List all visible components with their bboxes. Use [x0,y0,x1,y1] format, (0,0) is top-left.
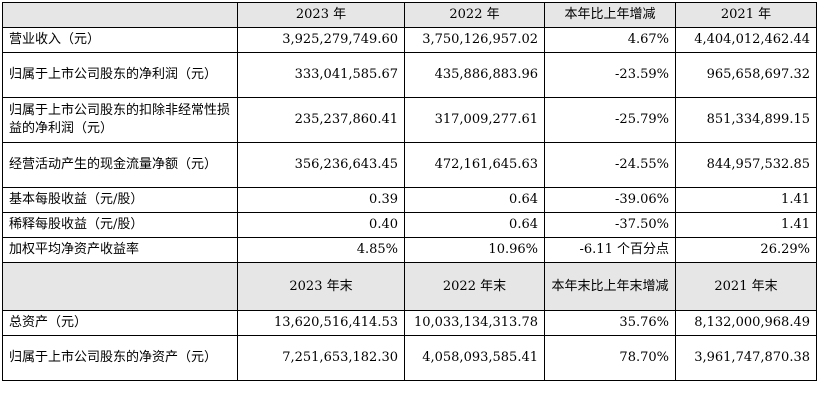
header-cell-change: 本年比上年增减 [544,2,676,28]
cell-2022: 0.64 [404,212,545,238]
cell-2022: 10.96% [404,237,545,263]
header-cell-2023-end: 2023 年末 [237,262,405,311]
cell-2023: 0.40 [237,212,405,238]
cell-2022: 10,033,134,313.78 [404,310,545,336]
cell-change: -24.55% [544,142,676,188]
table-row: 归属于上市公司股东的净资产（元） 7,251,653,182.30 4,058,… [2,335,817,381]
table-row: 加权平均净资产收益率 4.85% 10.96% -6.11 个百分点 26.29… [2,237,817,263]
header-cell-change-end: 本年末比上年末增减 [544,262,676,311]
cell-2021: 1.41 [675,212,817,238]
cell-change: -37.50% [544,212,676,238]
cell-change: -25.79% [544,97,676,143]
cell-change: 35.76% [544,310,676,336]
cell-2023: 0.39 [237,187,405,213]
table-row: 营业收入（元） 3,925,279,749.60 3,750,126,957.0… [2,27,817,53]
cell-change: -39.06% [544,187,676,213]
cell-2023: 356,236,643.45 [237,142,405,188]
cell-2022: 435,886,883.96 [404,52,545,98]
cell-change: 4.67% [544,27,676,53]
cell-2022: 317,009,277.61 [404,97,545,143]
header-cell-blank [2,2,238,28]
row-label: 经营活动产生的现金流量净额（元） [2,142,238,188]
cell-2023: 3,925,279,749.60 [237,27,405,53]
row-label: 归属于上市公司股东的净资产（元） [2,335,238,381]
header-cell-2022: 2022 年 [404,2,545,28]
header-cell-2023: 2023 年 [237,2,405,28]
cell-2021: 844,957,532.85 [675,142,817,188]
header-cell-2022-end: 2022 年末 [404,262,545,311]
cell-change: -6.11 个百分点 [544,237,676,263]
cell-2021: 851,334,899.15 [675,97,817,143]
table-row: 稀释每股收益（元/股） 0.40 0.64 -37.50% 1.41 [2,212,817,238]
header-cell-blank [2,262,238,311]
table-header-row: 2023 年末 2022 年末 本年末比上年末增减 2021 年末 [2,262,817,311]
row-label: 稀释每股收益（元/股） [2,212,238,238]
table-row: 基本每股收益（元/股） 0.39 0.64 -39.06% 1.41 [2,187,817,213]
row-label: 加权平均净资产收益率 [2,237,238,263]
cell-2023: 4.85% [237,237,405,263]
row-label: 归属于上市公司股东的净利润（元） [2,52,238,98]
row-label: 基本每股收益（元/股） [2,187,238,213]
table-header-row: 2023 年 2022 年 本年比上年增减 2021 年 [2,2,817,28]
cell-change: 78.70% [544,335,676,381]
cell-2021: 26.29% [675,237,817,263]
cell-change: -23.59% [544,52,676,98]
cell-2023: 333,041,585.67 [237,52,405,98]
row-label: 归属于上市公司股东的扣除非经常性损益的净利润（元） [2,97,238,143]
cell-2021: 3,961,747,870.38 [675,335,817,381]
cell-2022: 0.64 [404,187,545,213]
cell-2022: 3,750,126,957.02 [404,27,545,53]
table-row: 经营活动产生的现金流量净额（元） 356,236,643.45 472,161,… [2,142,817,188]
cell-2023: 13,620,516,414.53 [237,310,405,336]
table-row: 归属于上市公司股东的扣除非经常性损益的净利润（元） 235,237,860.41… [2,97,817,143]
cell-2021: 965,658,697.32 [675,52,817,98]
cell-2021: 8,132,000,968.49 [675,310,817,336]
cell-2022: 4,058,093,585.41 [404,335,545,381]
cell-2023: 235,237,860.41 [237,97,405,143]
header-cell-2021-end: 2021 年末 [675,262,817,311]
cell-2023: 7,251,653,182.30 [237,335,405,381]
table-row: 归属于上市公司股东的净利润（元） 333,041,585.67 435,886,… [2,52,817,98]
header-cell-2021: 2021 年 [675,2,817,28]
cell-2021: 4,404,012,462.44 [675,27,817,53]
cell-2022: 472,161,645.63 [404,142,545,188]
row-label: 营业收入（元） [2,27,238,53]
financial-summary-table: 2023 年 2022 年 本年比上年增减 2021 年 营业收入（元） 3,9… [2,2,817,381]
row-label: 总资产（元） [2,310,238,336]
table-row: 总资产（元） 13,620,516,414.53 10,033,134,313.… [2,310,817,336]
cell-2021: 1.41 [675,187,817,213]
